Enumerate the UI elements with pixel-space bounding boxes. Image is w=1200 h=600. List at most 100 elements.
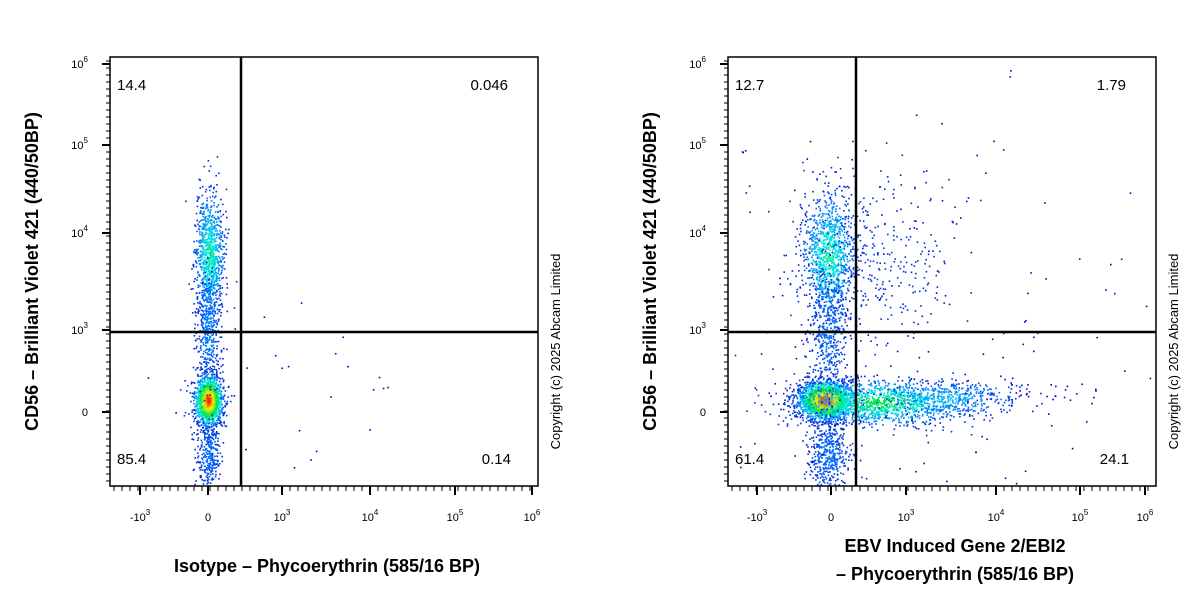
event-dot (834, 383, 836, 386)
event-dot (199, 265, 202, 268)
event-dot (215, 388, 218, 391)
event-dot (211, 406, 214, 409)
event-dot (216, 244, 219, 246)
event-dot (817, 378, 820, 381)
event-dot (214, 463, 216, 466)
event-dot (823, 416, 825, 419)
event-dot (810, 421, 812, 423)
event-dot (222, 380, 225, 383)
event-dot (810, 386, 812, 389)
event-dot (206, 268, 208, 271)
event-dot (220, 215, 222, 218)
event-dot (839, 406, 841, 409)
event-dot (219, 383, 222, 386)
event-dot (211, 223, 213, 226)
event-dot (201, 383, 203, 386)
event-dot (212, 473, 214, 475)
event-dot (212, 416, 215, 418)
event-dot (208, 339, 211, 341)
event-dot (205, 415, 207, 417)
event-dot (207, 296, 210, 299)
event-dot (199, 431, 202, 433)
event-dot (210, 249, 212, 251)
event-dot (202, 306, 204, 308)
event-dot (212, 344, 214, 347)
event-dot (226, 237, 228, 239)
event-dot (196, 276, 199, 279)
event-dot (205, 447, 208, 450)
event-dot (210, 349, 212, 351)
event-dot (812, 400, 814, 403)
event-dot (217, 363, 219, 366)
event-dot (808, 414, 811, 416)
event-dot (207, 277, 209, 280)
event-dot (824, 406, 827, 408)
event-dot (824, 411, 826, 414)
event-dot (222, 364, 224, 366)
event-dot (293, 467, 296, 469)
event-dot (194, 369, 197, 371)
event-dot (212, 281, 214, 283)
event-dot (207, 417, 210, 419)
event-dot (214, 455, 216, 458)
event-dot (202, 483, 205, 485)
event-dot (207, 235, 210, 238)
event-dot (218, 398, 220, 401)
event-dot (196, 429, 199, 431)
event-dot (206, 398, 208, 400)
event-dot (805, 392, 808, 394)
event-dot (832, 392, 834, 394)
event-dot (842, 395, 844, 398)
event-dot (201, 305, 203, 308)
event-dot (829, 412, 832, 414)
event-dot (212, 291, 214, 293)
event-dot (208, 457, 210, 459)
event-dot (219, 290, 221, 293)
event-dot (195, 212, 198, 215)
event-dot (206, 461, 208, 463)
event-dot (209, 233, 212, 236)
event-dot (213, 387, 216, 390)
quadrant-label-lower-left: 85.4 (117, 451, 146, 468)
event-dot (220, 365, 223, 368)
event-dot (215, 425, 218, 428)
event-dot (875, 387, 877, 389)
event-dot (192, 469, 195, 472)
event-dot (211, 456, 214, 458)
event-dot (864, 395, 866, 398)
event-dot (204, 341, 207, 343)
event-dot (219, 210, 221, 213)
event-dot (205, 361, 207, 364)
event-dot (827, 389, 829, 392)
event-dot (191, 411, 193, 414)
event-dot (884, 381, 887, 384)
event-dot (206, 315, 209, 318)
event-dot (207, 357, 209, 360)
event-dot (223, 394, 226, 396)
event-dot (933, 412, 935, 415)
event-dot (834, 406, 836, 409)
event-dot (807, 399, 810, 402)
event-dot (209, 371, 211, 373)
event-dot (387, 386, 389, 389)
event-dot (218, 390, 220, 393)
event-dot (196, 388, 199, 390)
event-dot (810, 384, 812, 387)
event-dot (812, 386, 815, 388)
event-dot (206, 252, 209, 254)
event-dot (845, 413, 847, 415)
event-dot (196, 373, 199, 376)
event-dot (822, 411, 824, 414)
event-dot (807, 390, 810, 392)
event-dot (830, 381, 832, 383)
event-dot (208, 327, 211, 330)
event-dot (205, 408, 208, 410)
event-dot (206, 378, 209, 380)
event-dot (211, 404, 214, 406)
event-dot (212, 423, 214, 425)
event-dot (218, 403, 220, 406)
event-dot (216, 156, 219, 158)
y-tick-label: 106 (71, 55, 88, 71)
event-dot (205, 337, 208, 339)
event-dot (830, 386, 832, 389)
